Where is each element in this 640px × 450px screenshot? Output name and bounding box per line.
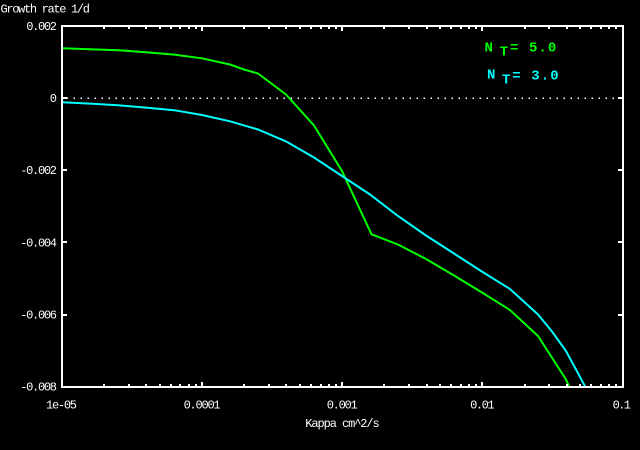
svg-text:= 3.0: = 3.0 <box>512 69 559 85</box>
svg-text:-0.002: -0.002 <box>20 164 57 178</box>
svg-text:Kappa cm^2/s: Kappa cm^2/s <box>305 417 380 431</box>
svg-text:0.0001: 0.0001 <box>184 398 221 412</box>
svg-text:= 5.0: = 5.0 <box>510 41 556 57</box>
svg-text:T: T <box>502 73 510 89</box>
svg-text:1e-05: 1e-05 <box>46 398 77 412</box>
svg-text:-0.006: -0.006 <box>20 309 57 323</box>
svg-text:-0.008: -0.008 <box>20 381 57 395</box>
svg-text:-0.004: -0.004 <box>20 236 57 250</box>
svg-text:0.002: 0.002 <box>26 20 57 34</box>
svg-text:0.1: 0.1 <box>613 398 631 412</box>
svg-text:0.001: 0.001 <box>327 398 358 412</box>
svg-text:0.01: 0.01 <box>470 398 495 412</box>
svg-text:0: 0 <box>50 92 57 106</box>
svg-text:Growth rate 1/d: Growth rate 1/d <box>1 3 91 17</box>
svg-text:N: N <box>485 41 493 57</box>
svg-text:T: T <box>500 45 508 61</box>
svg-text:N: N <box>487 67 495 83</box>
